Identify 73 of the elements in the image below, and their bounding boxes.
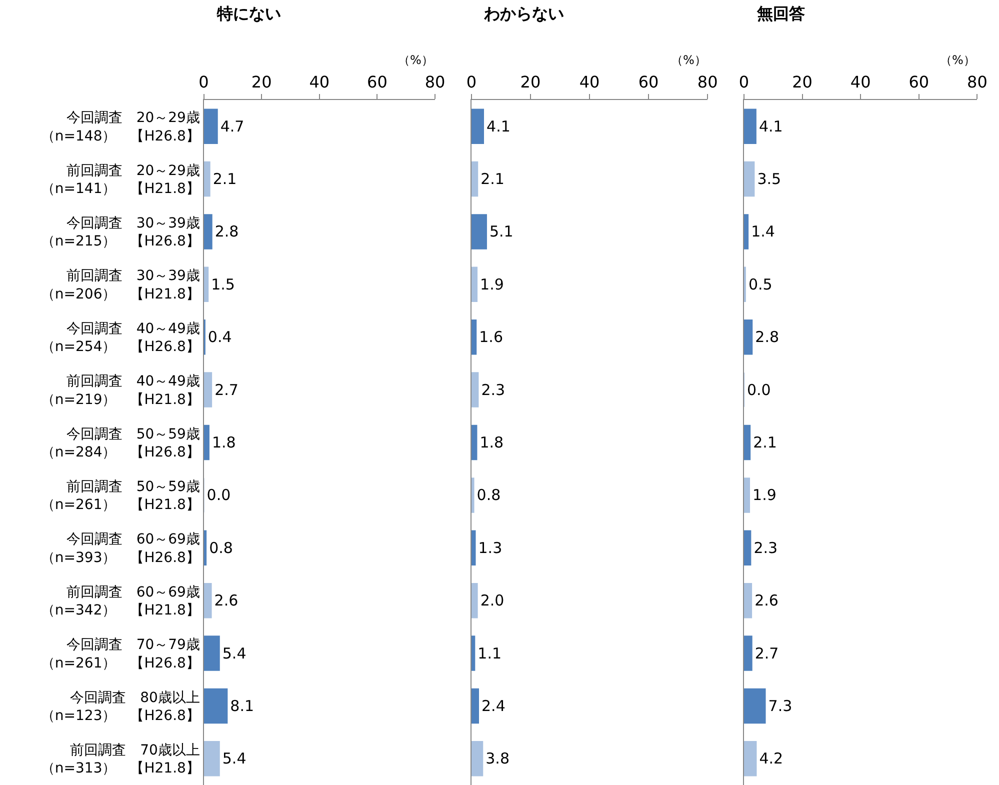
chart-title: 無回答 — [756, 4, 805, 23]
text: （%） — [940, 53, 976, 67]
x-tick-label: 80 — [424, 72, 446, 92]
y-tick-label: 今回調査 70～79歳（n=261） 【H26.8】 — [40, 637, 200, 672]
data-label: 2.1 — [753, 434, 777, 452]
x-tick-label: 0 — [466, 72, 477, 92]
x-tick-label: 40 — [309, 72, 330, 92]
x-tick-label: 0 — [738, 72, 750, 92]
data-label: 2.6 — [214, 592, 238, 610]
data-label: 1.9 — [480, 275, 504, 294]
data-label: 0.5 — [748, 275, 772, 294]
data-label: 0.0 — [746, 380, 771, 399]
y-tick-label: 前回調査 50～59歳（n=261） 【H21.8】 — [40, 478, 200, 514]
x-tick-label: 60 — [638, 72, 659, 92]
y-tick-label: 今回調査 30～39歳（n=215） 【H26.8】 — [40, 216, 200, 250]
data-label: 3.8 — [486, 750, 510, 768]
x-tick-label: 0 — [198, 72, 209, 92]
data-label: 2.1 — [212, 170, 237, 188]
y-tick-label: 今回調査 50～59歳（n=284） 【H26.8】 — [40, 426, 200, 460]
data-label: 4.7 — [220, 117, 244, 136]
x-tick-label: 80 — [967, 72, 988, 92]
chart-title: 特にない — [216, 4, 281, 23]
data-label: 2.7 — [754, 644, 779, 662]
data-label: 5.1 — [489, 222, 514, 241]
x-tick-label: 40 — [579, 72, 600, 92]
x-tick-label: 60 — [367, 72, 388, 92]
y-tick-label: 今回調査 40～49歳（n=254） 【H26.8】 — [40, 320, 200, 356]
data-label: 1.3 — [478, 538, 502, 557]
text: （%） — [398, 53, 434, 67]
data-label: 2.4 — [481, 696, 506, 715]
data-label: 0.0 — [206, 486, 231, 504]
data-label: 2.8 — [755, 328, 780, 346]
data-label: 2.8 — [214, 222, 239, 241]
y-tick-label: 前回調査 40～49歳（n=219） 【H21.8】 — [40, 374, 200, 408]
data-label: 7.3 — [768, 696, 792, 715]
y-tick-label: 今回調査 80歳以上（n=123） 【H26.8】 — [40, 690, 200, 724]
data-label: 1.8 — [212, 434, 236, 452]
data-label: 4.1 — [758, 117, 783, 136]
y-tick-label: 前回調査 70歳以上（n=313） 【H21.8】 — [40, 742, 200, 777]
data-label: 5.4 — [222, 750, 246, 768]
data-label: 1.1 — [478, 644, 502, 662]
x-tick-label: 60 — [908, 72, 930, 92]
data-label: 1.5 — [211, 275, 235, 294]
data-label: 2.3 — [754, 538, 778, 557]
data-label: 8.1 — [230, 696, 254, 715]
data-label: 0.8 — [209, 538, 233, 557]
data-label: 2.0 — [480, 592, 504, 610]
data-label: 5.4 — [222, 644, 246, 662]
data-label: 2.6 — [754, 592, 778, 610]
x-tick-label: 20 — [251, 72, 272, 92]
x-tick-label: 20 — [520, 72, 541, 92]
y-tick-label: 今回調査 60～69歳（n=393） 【H26.8】 — [40, 532, 200, 566]
data-label: 1.6 — [479, 328, 503, 346]
data-label: 1.9 — [752, 486, 776, 504]
data-label: 2.1 — [480, 170, 504, 188]
data-label: 4.1 — [486, 117, 510, 136]
data-label: 4.2 — [759, 750, 784, 768]
x-tick-label: 40 — [850, 72, 871, 92]
text: （%） — [671, 53, 706, 67]
data-label: 2.7 — [214, 380, 238, 399]
y-tick-label: 前回調査 20～29歳（n=141） 【H21.8】 — [40, 162, 200, 198]
chart-title: わからない — [483, 4, 564, 23]
data-label: 3.5 — [757, 170, 782, 188]
data-label: 1.8 — [480, 434, 504, 452]
y-tick-label: 今回調査 20～29歳（n=148） 【H26.8】 — [40, 110, 200, 144]
x-tick-label: 80 — [697, 72, 718, 92]
data-label: 2.3 — [481, 380, 506, 399]
data-label: 1.4 — [751, 222, 775, 241]
data-label: 0.8 — [476, 486, 501, 504]
data-label: 0.4 — [208, 328, 232, 346]
y-tick-label: 前回調査 30～39歳（n=206） 【H21.8】 — [40, 268, 200, 302]
x-tick-label: 20 — [792, 72, 812, 92]
y-tick-label: 前回調査 60～69歳（n=342） 【H21.8】 — [40, 584, 200, 619]
